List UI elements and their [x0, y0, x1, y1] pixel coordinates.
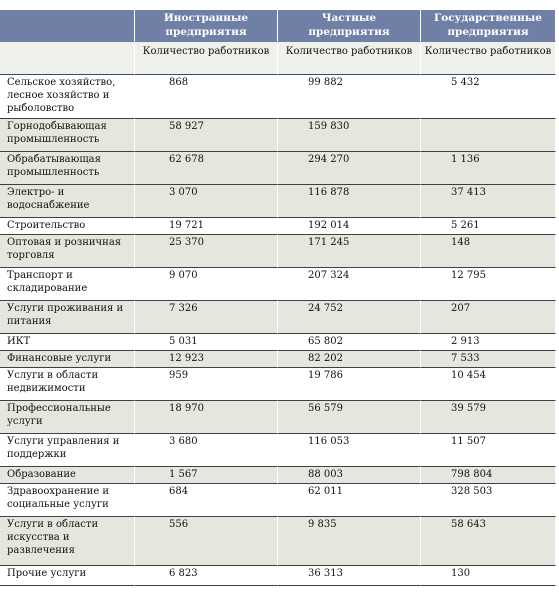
- cell-state-employees: 10 454: [421, 368, 556, 401]
- cell-private-employees: 159 830: [278, 119, 421, 152]
- cell-state-employees: 148: [421, 235, 556, 268]
- cell-private-employees: 36 313: [278, 566, 421, 586]
- row-label: Услуги в области искусства и развлечения: [0, 517, 135, 566]
- header-row: Иностранные предприятия Частные предприя…: [0, 10, 556, 42]
- cell-private-employees: 56 579: [278, 401, 421, 434]
- subheader-row: Количество работников Количество работни…: [0, 42, 556, 75]
- column-subheader-private: Количество работников: [278, 42, 421, 75]
- cell-foreign-employees: 3 070: [135, 185, 278, 218]
- subheader-corner-cell: [0, 42, 135, 75]
- row-label: Услуги управления и поддержки: [0, 434, 135, 467]
- table-row: Здравоохранение и социальные услуги 684 62…: [0, 484, 556, 517]
- row-label: Оптовая и розничная торговля: [0, 235, 135, 268]
- row-label: ИКТ: [0, 334, 135, 351]
- cell-foreign-employees: 868: [135, 75, 278, 119]
- cell-private-employees: 65 802: [278, 334, 421, 351]
- cell-private-employees: 99 882: [278, 75, 421, 119]
- cell-state-employees: 130: [421, 566, 556, 586]
- cell-state-employees: 1 136: [421, 152, 556, 185]
- cell-state-employees: 798 804: [421, 467, 556, 484]
- table-row: Услуги проживания и питания 7 326 24 752 20…: [0, 301, 556, 334]
- cell-private-employees: 62 011: [278, 484, 421, 517]
- table-row: Образование 1 567 88 003 798 804: [0, 467, 556, 484]
- cell-foreign-employees: 3 680: [135, 434, 278, 467]
- table-row: Услуги в области недвижимости 959 19 786 10…: [0, 368, 556, 401]
- employment-table: Иностранные предприятия Частные предприя…: [0, 10, 556, 586]
- row-label: Электро- и водоснабжение: [0, 185, 135, 218]
- cell-foreign-employees: 18 970: [135, 401, 278, 434]
- table-row: Транспорт и складирование 9 070 207 324 12 …: [0, 268, 556, 301]
- row-label: Сельское хозяйство, лесное хозяйство и р…: [0, 75, 135, 119]
- column-subheader-state: Количество работников: [421, 42, 556, 75]
- row-label: Услуги в области недвижимости: [0, 368, 135, 401]
- cell-private-employees: 116 053: [278, 434, 421, 467]
- cell-state-employees: 207: [421, 301, 556, 334]
- row-label: Здравоохранение и социальные услуги: [0, 484, 135, 517]
- cell-foreign-employees: 5 031: [135, 334, 278, 351]
- cell-state-employees: 328 503: [421, 484, 556, 517]
- column-header-foreign: Иностранные предприятия: [135, 10, 278, 42]
- cell-state-employees: 5 261: [421, 218, 556, 235]
- table-row: Профессиональные услуги 18 970 56 579 39 57…: [0, 401, 556, 434]
- cell-private-employees: 207 324: [278, 268, 421, 301]
- table-row: Услуги в области искусства и развлечения…: [0, 517, 556, 566]
- cell-state-employees: 58 643: [421, 517, 556, 566]
- cell-foreign-employees: 684: [135, 484, 278, 517]
- cell-private-employees: 88 003: [278, 467, 421, 484]
- header-corner-cell: [0, 10, 135, 42]
- cell-state-employees: [421, 119, 556, 152]
- table-row: Электро- и водоснабжение 3 070 116 878 37 4…: [0, 185, 556, 218]
- column-subheader-foreign: Количество работников: [135, 42, 278, 75]
- cell-foreign-employees: 6 823: [135, 566, 278, 586]
- column-header-state: Государственные предприятия: [421, 10, 556, 42]
- cell-private-employees: 24 752: [278, 301, 421, 334]
- table-row: Прочие услуги 6 823 36 313 130: [0, 566, 556, 586]
- row-label: Услуги проживания и питания: [0, 301, 135, 334]
- row-label: Образование: [0, 467, 135, 484]
- cell-foreign-employees: 25 370: [135, 235, 278, 268]
- row-label: Строительство: [0, 218, 135, 235]
- cell-state-employees: 11 507: [421, 434, 556, 467]
- cell-state-employees: 12 795: [421, 268, 556, 301]
- cell-state-employees: 5 432: [421, 75, 556, 119]
- row-label: Транспорт и складирование: [0, 268, 135, 301]
- table-row: Горнодобывающая промышленность 58 927 159 …: [0, 119, 556, 152]
- table-row: Оптовая и розничная торговля 25 370 171 24…: [0, 235, 556, 268]
- cell-state-employees: 2 913: [421, 334, 556, 351]
- table-row: Обрабатывающая промышленность 62 678 294 2…: [0, 152, 556, 185]
- cell-private-employees: 116 878: [278, 185, 421, 218]
- table-row: Услуги управления и поддержки 3 680 116 05…: [0, 434, 556, 467]
- table-row: Строительство 19 721 192 014 5 261: [0, 218, 556, 235]
- top-spacer: [0, 0, 559, 10]
- cell-foreign-employees: 556: [135, 517, 278, 566]
- cell-private-employees: 192 014: [278, 218, 421, 235]
- cell-foreign-employees: 1 567: [135, 467, 278, 484]
- cell-state-employees: 37 413: [421, 185, 556, 218]
- cell-private-employees: 294 270: [278, 152, 421, 185]
- cell-private-employees: 19 786: [278, 368, 421, 401]
- cell-state-employees: 7 533: [421, 351, 556, 368]
- cell-foreign-employees: 12 923: [135, 351, 278, 368]
- row-label: Финансовые услуги: [0, 351, 135, 368]
- cell-foreign-employees: 959: [135, 368, 278, 401]
- row-label: Обрабатывающая промышленность: [0, 152, 135, 185]
- cell-foreign-employees: 62 678: [135, 152, 278, 185]
- cell-state-employees: 39 579: [421, 401, 556, 434]
- row-label: Прочие услуги: [0, 566, 135, 586]
- cell-foreign-employees: 19 721: [135, 218, 278, 235]
- row-label: Горнодобывающая промышленность: [0, 119, 135, 152]
- cell-private-employees: 82 202: [278, 351, 421, 368]
- table-body: Сельское хозяйство, лесное хозяйство и р…: [0, 75, 556, 586]
- cell-foreign-employees: 9 070: [135, 268, 278, 301]
- cell-private-employees: 9 835: [278, 517, 421, 566]
- table-row: Финансовые услуги 12 923 82 202 7 533: [0, 351, 556, 368]
- column-header-private: Частные предприятия: [278, 10, 421, 42]
- cell-private-employees: 171 245: [278, 235, 421, 268]
- table-row: ИКТ 5 031 65 802 2 913: [0, 334, 556, 351]
- row-label: Профессиональные услуги: [0, 401, 135, 434]
- table-row: Сельское хозяйство, лесное хозяйство и р…: [0, 75, 556, 119]
- cell-foreign-employees: 58 927: [135, 119, 278, 152]
- cell-foreign-employees: 7 326: [135, 301, 278, 334]
